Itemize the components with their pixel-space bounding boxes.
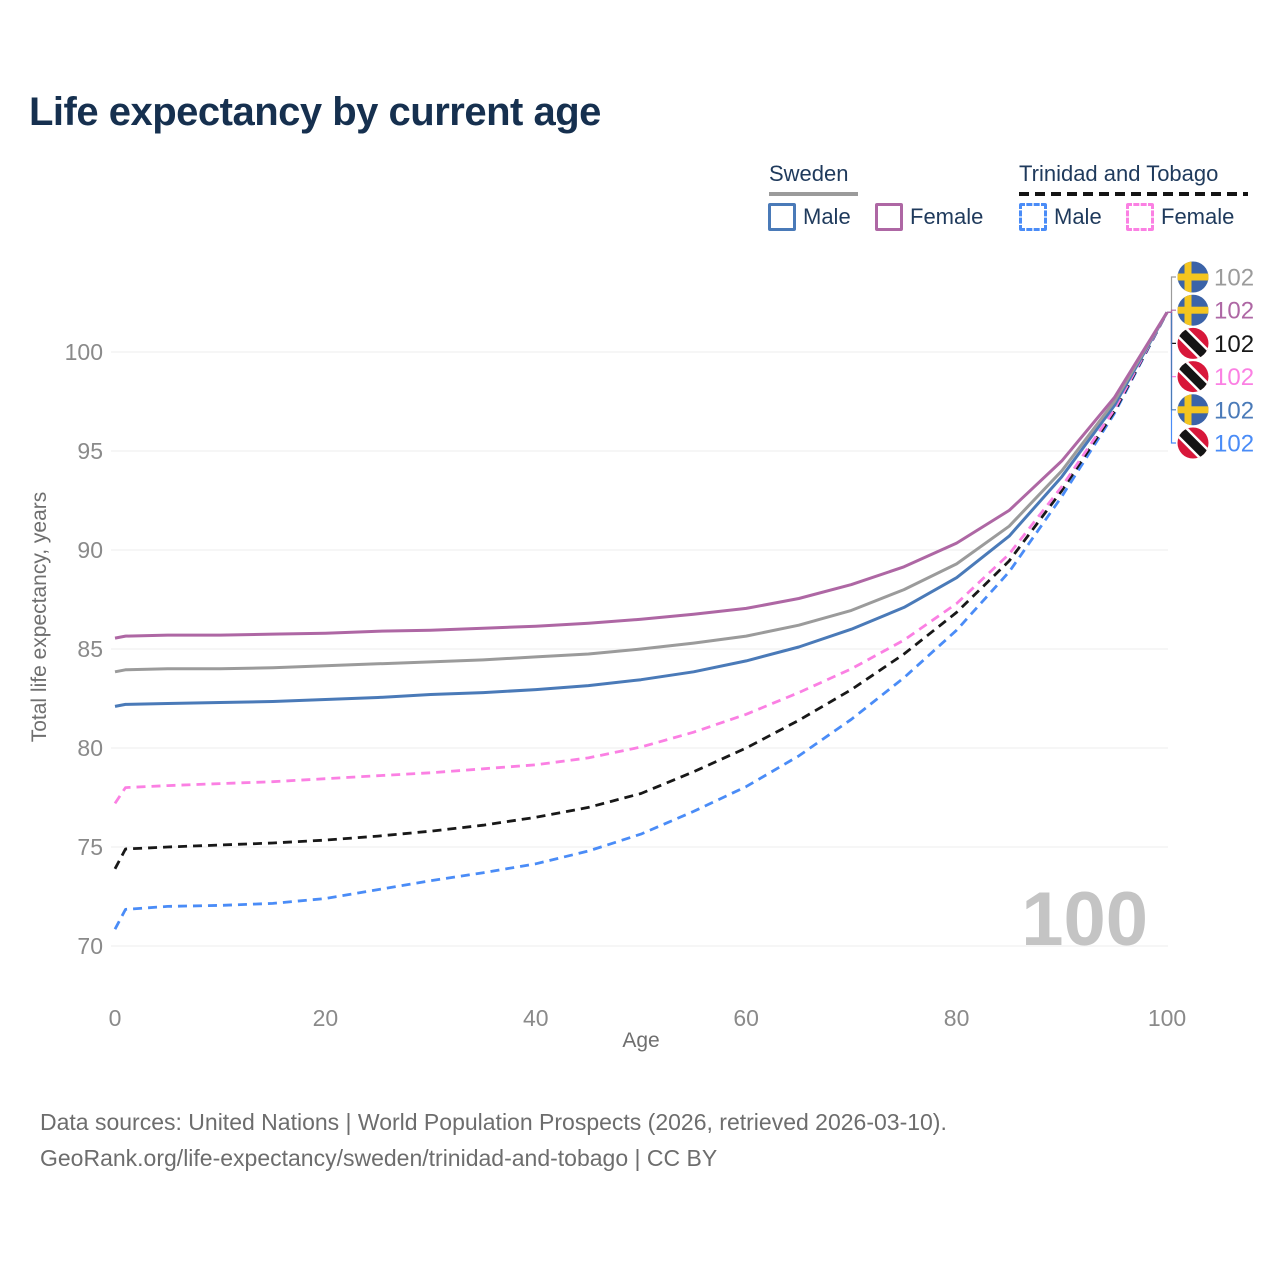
y-tick-label: 100: [65, 339, 103, 365]
leader-line-sweden-both: [1167, 276, 1176, 313]
line-trinidad-both: [113, 311, 1169, 870]
line-sweden-both: [114, 311, 1169, 674]
end-value-label-trinidad-both: 102: [1214, 331, 1254, 358]
sweden-flag-icon: [1177, 261, 1209, 293]
x-axis-title: Age: [622, 1029, 659, 1052]
legend-group-trinidad-and-tobago: Trinidad and Tobago: [1019, 161, 1248, 196]
footer-sources: Data sources: United Nations | World Pop…: [40, 1109, 947, 1135]
series-lines: [113, 311, 1169, 930]
sweden-male-swatch-icon: [768, 203, 796, 231]
legend-item-label: Female: [910, 204, 984, 229]
end-value-label-trinidad-male: 102: [1214, 431, 1254, 458]
end-labels: 102 102 102 102 102 102: [1167, 261, 1254, 463]
end-value-label-sweden-both: 102: [1214, 265, 1254, 292]
sweden-flag-icon: [1177, 294, 1209, 326]
line-sweden-female: [114, 311, 1169, 640]
end-value-label-sweden-male: 102: [1214, 397, 1254, 424]
x-tick-label: 20: [313, 1005, 339, 1031]
trinidad-flag-icon: [1173, 357, 1213, 397]
legend-item-label: Female: [1161, 204, 1235, 229]
legend-item-label: Male: [803, 204, 851, 229]
x-tick-label: 0: [109, 1005, 122, 1031]
y-tick-label: 70: [77, 933, 103, 959]
y-tick-label: 95: [77, 438, 103, 464]
legend-group-sweden-label: Sweden: [769, 161, 849, 186]
leader-line-sweden-male: [1167, 311, 1176, 411]
sweden-female-swatch-icon: [875, 203, 903, 231]
gridlines: 70 75 80 85 90 95 100 0 20 40 60 80 100: [65, 339, 1187, 1031]
legend-item-sweden-male[interactable]: Male: [768, 203, 851, 231]
line-trinidad-female: [113, 311, 1169, 805]
y-tick-label: 90: [77, 537, 103, 563]
trinidad-male-swatch-icon: [1019, 203, 1047, 231]
legend-item-trinidad-female[interactable]: Female: [1126, 203, 1234, 231]
trinidad-female-swatch-icon: [1126, 203, 1154, 231]
legend-group-sweden: Sweden: [769, 161, 858, 196]
y-axis-title: Total life expectancy, years: [28, 492, 51, 743]
x-tick-label: 40: [523, 1005, 549, 1031]
legend-item-sweden-female[interactable]: Female: [875, 203, 983, 231]
x-tick-label: 60: [733, 1005, 759, 1031]
legend-sweden-underline: [769, 192, 858, 196]
legend-item-trinidad-male[interactable]: Male: [1019, 203, 1102, 231]
y-tick-label: 80: [77, 735, 103, 761]
footer-attribution: GeoRank.org/life-expectancy/sweden/trini…: [40, 1145, 718, 1171]
x-tick-label: 100: [1148, 1005, 1186, 1031]
trinidad-flag-icon: [1173, 423, 1213, 463]
y-tick-label: 85: [77, 636, 103, 662]
x-tick-label: 80: [944, 1005, 970, 1031]
legend-item-label: Male: [1054, 204, 1102, 229]
sweden-flag-icon: [1177, 394, 1209, 426]
leader-line-sweden-female: [1167, 309, 1176, 313]
page-title: Life expectancy by current age: [29, 90, 601, 134]
end-value-label-trinidad-female: 102: [1214, 364, 1254, 391]
legend-group-trinidad-label: Trinidad and Tobago: [1019, 161, 1219, 186]
line-trinidad-male: [113, 311, 1169, 930]
y-tick-label: 75: [77, 834, 103, 860]
trinidad-flag-icon: [1173, 323, 1213, 363]
legend-trinidad-underline: [1019, 192, 1248, 196]
end-value-label-sweden-female: 102: [1214, 298, 1254, 325]
line-sweden-male: [114, 311, 1169, 708]
age-counter-watermark: 100: [1021, 877, 1148, 962]
